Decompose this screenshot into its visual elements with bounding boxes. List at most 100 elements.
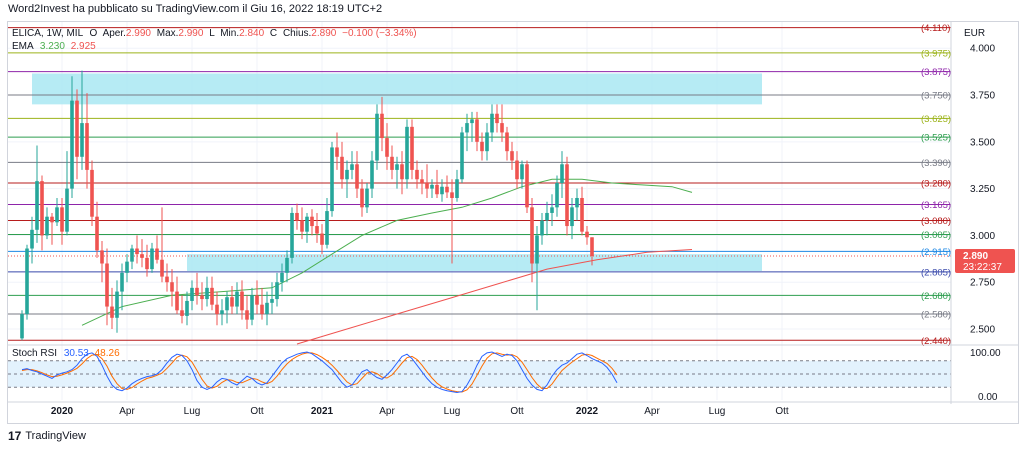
level-label: (3.280)	[921, 179, 951, 190]
candle-body	[365, 188, 369, 208]
candle-body	[60, 207, 64, 232]
price-tick-label: 3.250	[970, 184, 995, 195]
candle-body	[85, 123, 89, 170]
candle	[315, 212, 319, 243]
svg-text:Stoch RSI 30.53 48: Stoch RSI 30.53 48.26	[12, 348, 120, 359]
candle	[320, 224, 324, 255]
candle-body	[55, 207, 59, 223]
level-label: (4.110)	[921, 23, 950, 34]
ema-slow-line	[296, 249, 693, 345]
candle-body	[285, 257, 289, 273]
candle	[290, 207, 294, 264]
candle-body	[25, 248, 29, 315]
candle	[120, 263, 124, 311]
level-label: (3.750)	[921, 91, 951, 102]
candle	[270, 282, 274, 315]
candle	[465, 113, 469, 152]
ema-legend-label: EMA	[12, 41, 34, 52]
candle-body	[320, 233, 324, 245]
candle	[165, 263, 169, 292]
candle-body	[415, 169, 419, 180]
candle	[580, 186, 584, 236]
candle-body	[420, 179, 424, 183]
candle	[535, 226, 539, 311]
candle-body	[270, 299, 274, 303]
candle-body	[375, 113, 379, 161]
candle	[225, 291, 229, 324]
candle	[385, 123, 389, 170]
candle	[175, 276, 179, 315]
time-tick-label: 2022	[576, 406, 599, 417]
candle-body	[35, 181, 39, 230]
candle-body	[430, 184, 434, 189]
candle	[500, 104, 504, 142]
candle-body	[140, 254, 144, 258]
candle-body	[300, 220, 304, 232]
candle-body	[130, 248, 134, 262]
candle	[190, 280, 194, 311]
candle-body	[350, 164, 354, 170]
candle	[340, 141, 344, 189]
candle	[20, 310, 24, 341]
time-tick-label: 2021	[311, 406, 334, 417]
level-label: (3.975)	[921, 48, 951, 59]
candle-body	[125, 261, 129, 273]
time-tick-label: Apr	[644, 406, 660, 417]
candle	[145, 244, 149, 277]
candle-body	[185, 300, 189, 316]
time-tick-label: Lug	[444, 406, 461, 417]
candle	[55, 197, 59, 227]
candle	[410, 119, 414, 180]
candle	[295, 203, 299, 230]
candle	[90, 160, 94, 227]
candle-body	[445, 186, 449, 193]
candle-body	[190, 287, 194, 301]
candle	[170, 269, 174, 307]
price-tick-label: 2.500	[970, 325, 995, 336]
candle	[125, 254, 129, 283]
candle	[520, 160, 524, 189]
level-label: (2.805)	[921, 267, 951, 278]
candle-body	[410, 126, 414, 170]
time-tick-label: Lug	[709, 406, 726, 417]
candle	[45, 207, 49, 240]
candle-body	[455, 179, 459, 198]
stoch-d-line	[21, 352, 618, 393]
candle	[395, 156, 399, 189]
zone-layer	[32, 73, 762, 271]
candle-body	[590, 237, 594, 257]
candle	[205, 276, 209, 307]
candle	[430, 179, 434, 198]
candle	[380, 96, 384, 152]
level-label: (3.080)	[921, 216, 951, 227]
candle-body	[370, 160, 374, 189]
stoch-legend-label: Stoch RSI	[12, 348, 57, 359]
candle-body	[535, 235, 539, 264]
candle-body	[75, 100, 79, 157]
candle-body	[345, 169, 349, 180]
candle	[255, 280, 259, 315]
candle-body	[450, 192, 454, 198]
candle-body	[215, 304, 219, 315]
candle-body	[220, 310, 224, 315]
candle-body	[135, 248, 139, 255]
candle-body	[230, 297, 234, 307]
footer-brand[interactable]: 17 TradingView	[8, 429, 86, 443]
candle-layer	[20, 70, 594, 341]
candle-body	[105, 263, 109, 307]
candle-body	[180, 310, 184, 316]
candle-body	[460, 132, 464, 180]
candle-body	[100, 250, 104, 264]
candle-body	[95, 216, 99, 251]
candle	[85, 93, 89, 189]
candle-body	[305, 216, 309, 232]
candle	[115, 280, 119, 333]
axis-layer: EUR 2.500 2.750 3.000 3.250 3.500 3.750 4.000 2.…	[8, 21, 1018, 417]
candle	[245, 295, 249, 330]
candle-body	[120, 272, 124, 292]
candle-body	[210, 287, 214, 305]
candle	[155, 235, 159, 264]
candle	[405, 119, 409, 189]
candle	[330, 141, 334, 217]
